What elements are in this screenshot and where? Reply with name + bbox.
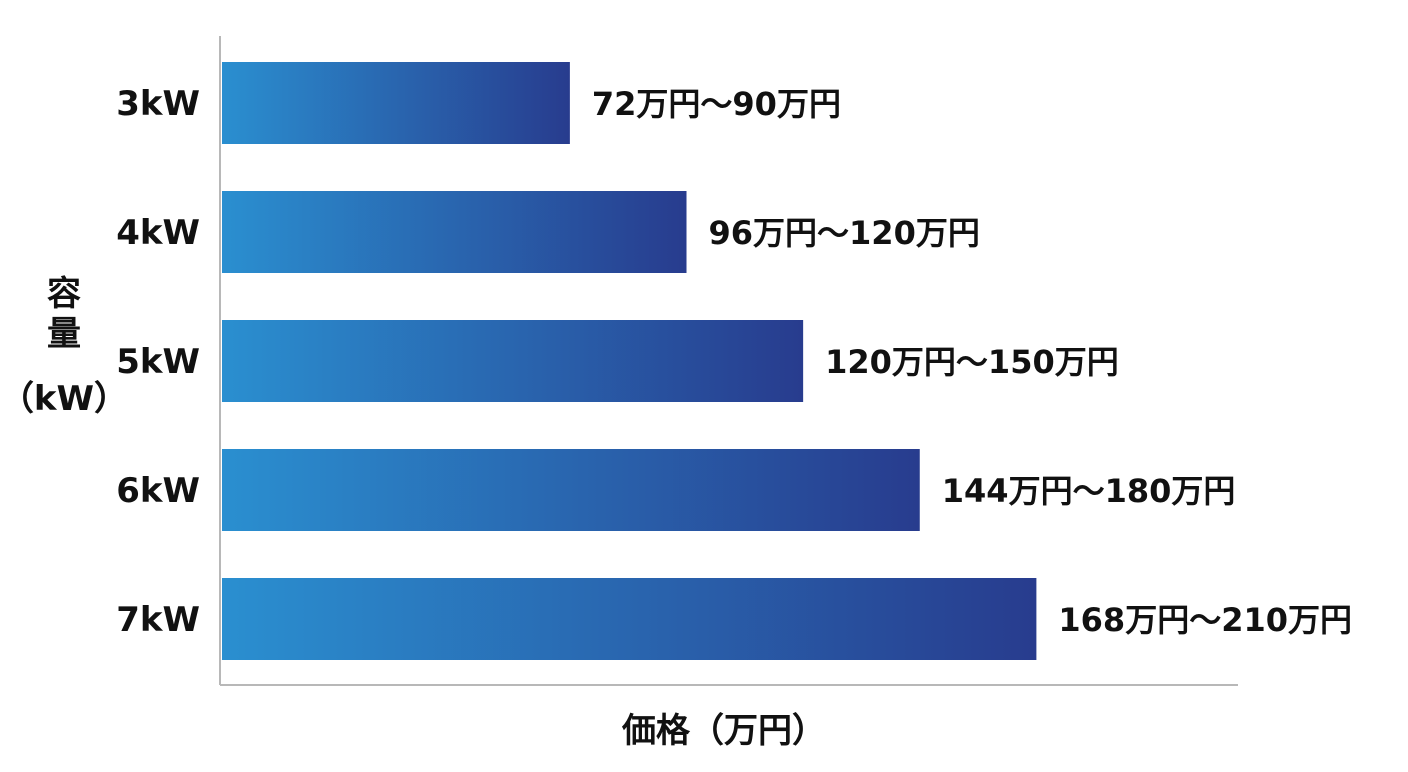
value-label: 72万円〜90万円 <box>592 85 841 123</box>
bar-6kW <box>222 449 920 531</box>
value-label: 168万円〜210万円 <box>1058 601 1352 639</box>
bar-4kW <box>222 191 687 273</box>
bar-3kW <box>222 62 570 144</box>
y-axis-label: 容 <box>47 274 81 314</box>
category-label: 3kW <box>116 84 200 124</box>
value-label: 144万円〜180万円 <box>942 472 1236 510</box>
y-axis-label: （kW） <box>0 379 128 419</box>
category-label: 4kW <box>116 213 200 253</box>
x-axis-label: 価格（万円） <box>621 711 826 751</box>
bar-7kW <box>222 578 1037 660</box>
value-label: 96万円〜120万円 <box>709 214 980 252</box>
bar-5kW <box>222 320 804 402</box>
category-label: 5kW <box>116 342 200 382</box>
value-label: 120万円〜150万円 <box>825 343 1119 381</box>
y-axis-label: 量 <box>47 314 81 354</box>
category-label: 7kW <box>116 600 200 640</box>
category-label: 6kW <box>116 471 200 511</box>
